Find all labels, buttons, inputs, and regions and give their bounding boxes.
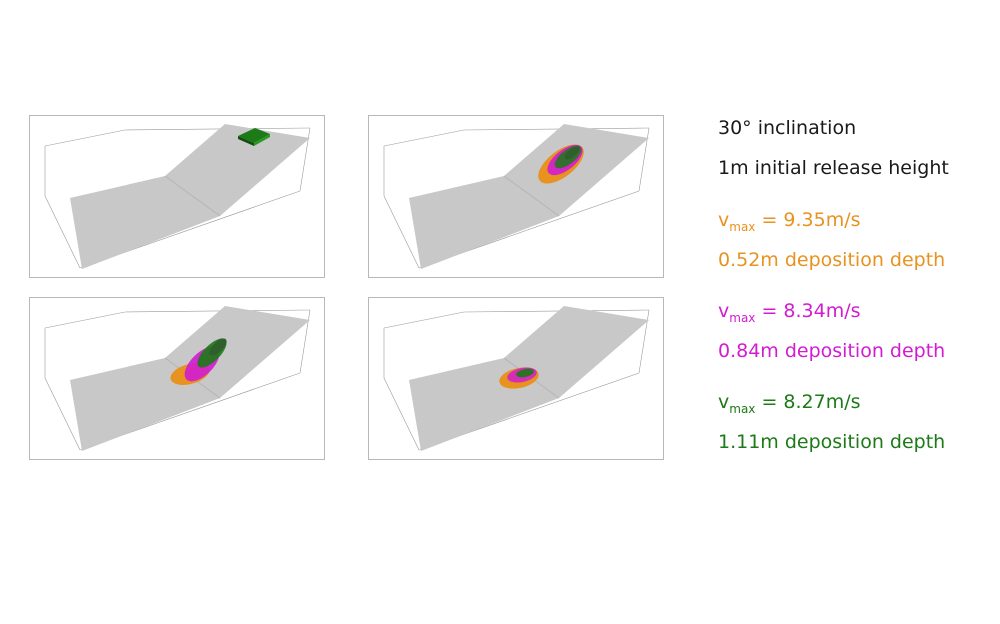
simulation-panel-deposited	[368, 297, 664, 460]
flowing-mass	[538, 144, 584, 184]
v-subscript: max	[729, 220, 756, 234]
green-vmax-label: vmax = 8.27m/s	[718, 390, 861, 421]
slope-scene	[383, 306, 650, 451]
v-subscript: max	[729, 402, 756, 416]
slope-scene	[44, 124, 311, 269]
v-symbol: v	[718, 209, 730, 231]
slope-scene	[383, 124, 650, 269]
inclined-slope	[165, 124, 310, 216]
spreading-mass	[170, 338, 227, 385]
simulation-panel-flowing	[368, 115, 664, 278]
simulation-panel-initial	[29, 115, 325, 278]
release-height-label: 1m initial release height	[718, 157, 949, 179]
v-value: = 8.27m/s	[761, 391, 861, 413]
runout-plane	[70, 176, 220, 269]
v-subscript: max	[729, 311, 756, 325]
orange-vmax-label: vmax = 9.35m/s	[718, 208, 861, 239]
release-block	[238, 128, 270, 146]
deposited-mass	[499, 367, 539, 389]
v-value: = 8.34m/s	[761, 300, 861, 322]
orange-depth-label: 0.52m deposition depth	[718, 249, 946, 271]
green-depth-label: 1.11m deposition depth	[718, 431, 946, 453]
inclined-slope	[504, 306, 649, 398]
magenta-vmax-label: vmax = 8.34m/s	[718, 299, 861, 330]
slope-scene	[44, 306, 311, 451]
inclination-label: 30° inclination	[718, 117, 857, 139]
v-value: = 9.35m/s	[761, 209, 861, 231]
runout-plane	[409, 176, 559, 269]
v-symbol: v	[718, 300, 730, 322]
inclined-slope	[504, 124, 649, 216]
magenta-depth-label: 0.84m deposition depth	[718, 340, 946, 362]
simulation-panel-spreading	[29, 297, 325, 460]
v-symbol: v	[718, 391, 730, 413]
